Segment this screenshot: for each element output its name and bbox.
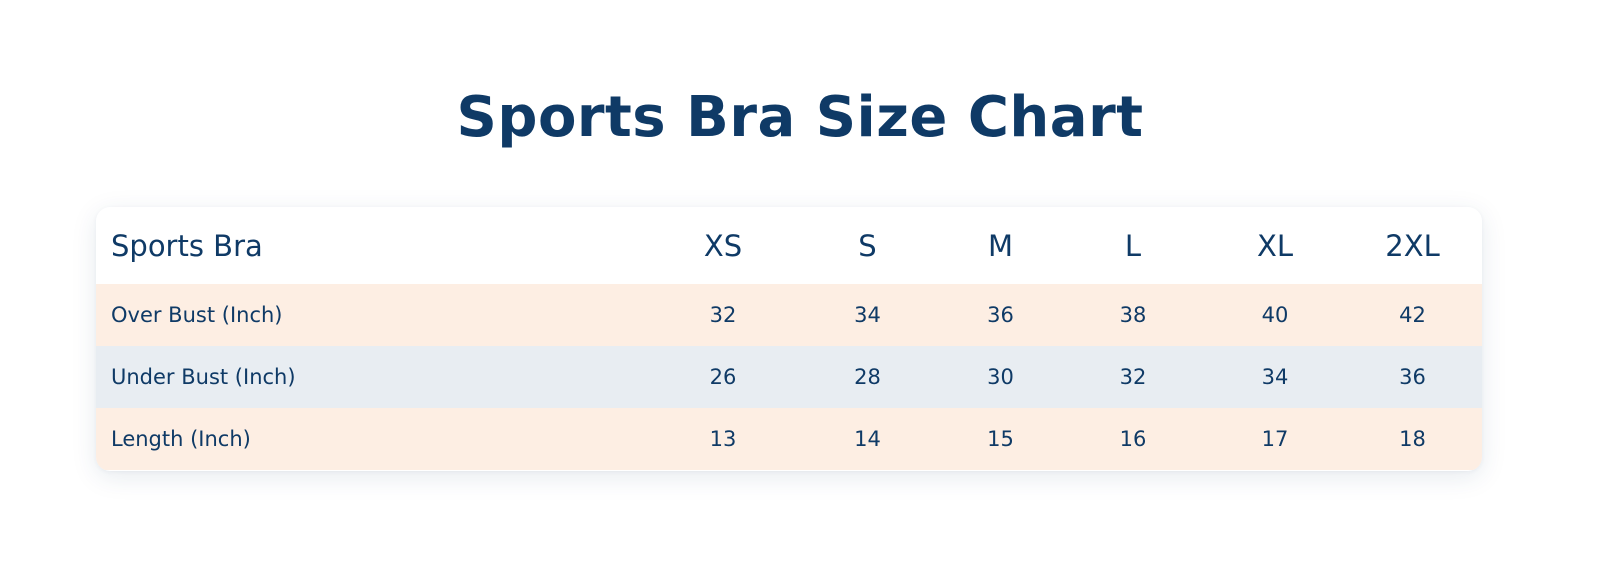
- table-row-over-bust: Over Bust (Inch) 32 34 36 38 40 42: [96, 284, 1482, 346]
- table-cell: 13: [653, 408, 793, 470]
- table-cell: 38: [1059, 284, 1207, 346]
- table-cell: 30: [942, 346, 1059, 408]
- header-size-m: M: [987, 228, 1014, 263]
- size-chart-table: Sports Bra XS S M L XL 2XL Over Bust (In…: [96, 207, 1482, 470]
- table-cell: 36: [942, 284, 1059, 346]
- table-cell: 18: [1343, 408, 1482, 470]
- table-cell: 34: [1207, 346, 1343, 408]
- table-cell: 40: [1207, 284, 1343, 346]
- header-size-s: S: [858, 228, 877, 263]
- size-chart-card: Sports Bra XS S M L XL 2XL Over Bust (In…: [96, 207, 1482, 471]
- table-cell: 42: [1343, 284, 1482, 346]
- header-size-xs: XS: [703, 228, 743, 263]
- table-cell: 32: [653, 284, 793, 346]
- table-cell: 14: [793, 408, 942, 470]
- table-row-under-bust: Under Bust (Inch) 26 28 30 32 34 36: [96, 346, 1482, 408]
- table-cell: 15: [942, 408, 1059, 470]
- table-row-length: Length (Inch) 13 14 15 16 17 18: [96, 408, 1482, 470]
- page-title: Sports Bra Size Chart: [456, 85, 1144, 150]
- header-size-2xl: 2XL: [1385, 228, 1440, 263]
- table-cell: 36: [1343, 346, 1482, 408]
- table-cell: 32: [1059, 346, 1207, 408]
- row-label: Over Bust (Inch): [96, 284, 653, 346]
- row-label: Under Bust (Inch): [96, 346, 653, 408]
- table-header-row: Sports Bra XS S M L XL 2XL: [96, 207, 1482, 284]
- table-cell: 34: [793, 284, 942, 346]
- table-cell: 26: [653, 346, 793, 408]
- table-cell: 28: [793, 346, 942, 408]
- row-label: Length (Inch): [96, 408, 653, 470]
- table-cell: 17: [1207, 408, 1343, 470]
- header-size-l: L: [1124, 228, 1142, 263]
- header-label: Sports Bra: [111, 228, 263, 263]
- header-size-xl: XL: [1256, 228, 1294, 263]
- table-cell: 16: [1059, 408, 1207, 470]
